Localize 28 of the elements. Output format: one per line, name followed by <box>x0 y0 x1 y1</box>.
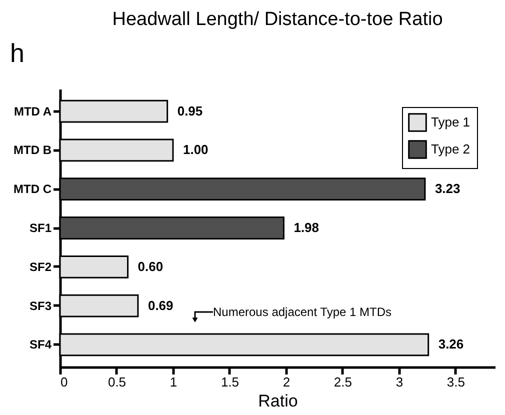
y-tick-label: MTD B <box>14 143 52 158</box>
x-tick-label: 1 <box>170 374 178 390</box>
x-axis-title: Ratio <box>258 392 298 410</box>
text: 0.69 <box>148 298 174 313</box>
text: h <box>10 38 24 68</box>
text: 1.98 <box>294 220 320 235</box>
x-tick-label: 0.5 <box>108 374 126 390</box>
x-tick-label: 3 <box>396 374 404 390</box>
x-tick-label: 0 <box>60 374 68 390</box>
y-tick-label: MTD C <box>14 182 52 196</box>
y-tick-label: SF1 <box>29 221 52 235</box>
y-tick-label: MTD A <box>14 104 52 118</box>
y-tick-label: SF3 <box>29 298 52 313</box>
text: 3.23 <box>434 181 460 196</box>
text: 3.26 <box>438 336 464 352</box>
annotation: Numerous adjacent Type 1 MTDs <box>213 304 392 319</box>
text: 1.00 <box>182 142 208 158</box>
legend-label: Type 1 <box>431 114 470 130</box>
y-tick-label: SF2 <box>29 260 52 274</box>
text: 0.60 <box>138 258 164 274</box>
text: 0.95 <box>177 103 203 118</box>
legend-label: Type 2 <box>431 142 470 156</box>
x-tick-label: 1.5 <box>220 374 240 390</box>
x-tick-label: 2 <box>282 374 290 390</box>
y-tick-label: SF4 <box>29 338 52 352</box>
x-tick-label: 2.5 <box>334 374 352 390</box>
chart-title: Headwall Length/ Distance-to-toe Ratio <box>112 9 443 30</box>
x-tick-label: 3.5 <box>446 374 465 390</box>
